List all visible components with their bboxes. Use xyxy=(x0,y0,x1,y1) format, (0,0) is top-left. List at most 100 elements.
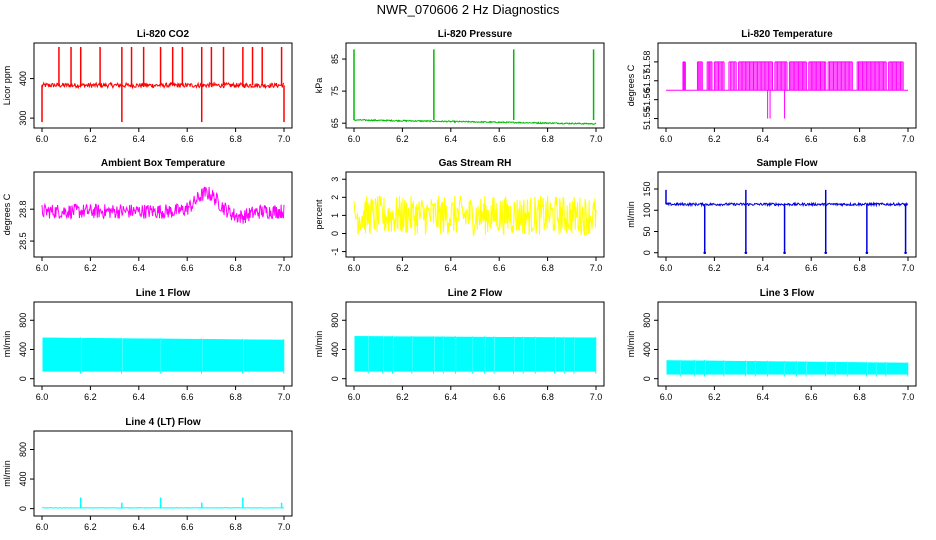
x-tick-label: 6.8 xyxy=(229,522,242,532)
x-tick-label: 6.0 xyxy=(660,263,673,273)
dip-point xyxy=(744,251,748,255)
x-tick-label: 6.8 xyxy=(853,263,866,273)
x-tick-label: 6.0 xyxy=(36,134,49,144)
y-tick-label: 2 xyxy=(330,195,340,200)
x-tick-label: 7.0 xyxy=(278,263,291,273)
y-tick-label: 100 xyxy=(642,203,652,218)
x-tick-label: 6.0 xyxy=(660,392,673,402)
y-tick-label: 75 xyxy=(330,86,340,96)
y-tick-label: -1 xyxy=(330,248,340,256)
panel-title: Li-820 Temperature xyxy=(741,29,833,40)
y-tick-label: 1 xyxy=(330,213,340,218)
flow-band-segment xyxy=(724,360,746,375)
x-tick-label: 6.6 xyxy=(181,392,194,402)
y-tick-label: 400 xyxy=(18,342,28,357)
flow-band-segment xyxy=(202,338,243,372)
x-tick-label: 7.0 xyxy=(590,392,603,402)
x-tick-label: 6.8 xyxy=(541,263,554,273)
panel-9: Line 3 Flow ml/min 6.0 6.2 6.4 6.6 6.8 7.0 0 400 8… xyxy=(626,288,917,402)
y-tick-label: 85 xyxy=(330,54,340,64)
x-tick-label: 7.0 xyxy=(902,134,915,144)
panel-3: Li-820 Temperature degrees C 6.0 6.2 6.4 6.6 6… xyxy=(626,29,917,144)
x-tick-label: 6.0 xyxy=(36,263,49,273)
y-tick-label: 800 xyxy=(18,442,28,457)
y-tick-label: 800 xyxy=(642,313,652,328)
x-tick-label: 6.4 xyxy=(133,522,146,532)
y-axis-label: ml/min xyxy=(314,331,324,358)
y-axis-label: Licor ppm xyxy=(2,66,12,106)
flow-band-segment xyxy=(877,362,886,375)
x-tick-label: 6.2 xyxy=(84,392,97,402)
data-series xyxy=(665,189,909,255)
x-tick-label: 6.6 xyxy=(181,522,194,532)
x-tick-label: 6.2 xyxy=(396,392,409,402)
plot-frame xyxy=(33,42,293,129)
flow-band-segment xyxy=(746,361,756,375)
x-tick-label: 6.4 xyxy=(445,392,458,402)
x-tick-label: 6.2 xyxy=(708,134,721,144)
x-tick-label: 6.2 xyxy=(84,134,97,144)
flow-band-segment xyxy=(383,336,393,372)
x-tick-label: 6.4 xyxy=(757,392,770,402)
x-tick-label: 6.6 xyxy=(805,263,818,273)
plot-frame xyxy=(33,171,293,258)
data-series xyxy=(666,61,908,119)
y-axis-label: ml/min xyxy=(626,331,636,358)
x-tick-label: 6.4 xyxy=(757,134,770,144)
panel-title: Gas Stream RH xyxy=(439,158,512,169)
data-series xyxy=(353,49,597,125)
y-tick-label: 300 xyxy=(18,111,28,126)
y-tick-label: 800 xyxy=(18,313,28,328)
flow-band-segment xyxy=(826,361,835,375)
x-tick-label: 6.4 xyxy=(133,134,146,144)
flow-band-segment xyxy=(393,336,412,372)
panel-title: Line 3 Flow xyxy=(760,288,815,299)
y-tick-label: 28.5 xyxy=(18,232,28,250)
y-axis-label: percent xyxy=(314,199,324,230)
flow-band-segment xyxy=(494,336,514,372)
flow-band-segment xyxy=(806,361,826,375)
x-tick-label: 7.0 xyxy=(590,134,603,144)
y-tick-label: 0 xyxy=(642,376,652,381)
panel-4: Ambient Box Temperature degrees C 6.0 6.2 6.… xyxy=(2,158,293,273)
y-axis-label: ml/min xyxy=(626,201,636,228)
x-tick-label: 7.0 xyxy=(278,522,291,532)
flow-band-segment xyxy=(695,360,705,375)
data-series xyxy=(41,186,285,224)
y-axis-label: ml/min xyxy=(2,331,12,358)
y-axis-label: ml/min xyxy=(2,460,12,487)
x-tick-label: 6.8 xyxy=(229,263,242,273)
flow-band-segment xyxy=(243,339,284,372)
flow-band-segment xyxy=(555,337,565,372)
y-tick-label: 51.58 xyxy=(642,51,652,74)
plot-frame xyxy=(345,171,605,258)
plot-frame xyxy=(657,42,917,129)
x-tick-label: 6.2 xyxy=(396,134,409,144)
flow-band-segment xyxy=(523,337,536,372)
y-tick-label: 51.55 xyxy=(642,107,652,130)
x-tick-label: 6.8 xyxy=(229,392,242,402)
y-tick-label: 0 xyxy=(330,231,340,236)
y-axis-label: degrees C xyxy=(2,193,12,235)
x-tick-label: 6.2 xyxy=(396,263,409,273)
x-tick-label: 6.2 xyxy=(84,522,97,532)
flow-band-segment xyxy=(680,360,695,375)
x-tick-label: 6.6 xyxy=(805,134,818,144)
plot-frame xyxy=(345,42,605,129)
flow-band-segment xyxy=(161,338,202,372)
panel-title: Line 1 Flow xyxy=(136,288,191,299)
y-tick-label: 65 xyxy=(330,118,340,128)
y-axis-label: degrees C xyxy=(626,64,636,106)
page-title: NWR_070606 2 Hz Diagnostics xyxy=(377,2,560,17)
x-tick-label: 6.4 xyxy=(445,263,458,273)
x-tick-label: 6.8 xyxy=(853,392,866,402)
panel-title: Sample Flow xyxy=(756,158,817,169)
x-tick-label: 7.0 xyxy=(278,392,291,402)
flow-band-segment xyxy=(867,362,877,375)
x-tick-label: 6.6 xyxy=(493,134,506,144)
y-tick-label: 50 xyxy=(642,226,652,236)
y-tick-label: 0 xyxy=(18,376,28,381)
dip-point xyxy=(904,251,907,255)
dip-point xyxy=(783,251,786,255)
